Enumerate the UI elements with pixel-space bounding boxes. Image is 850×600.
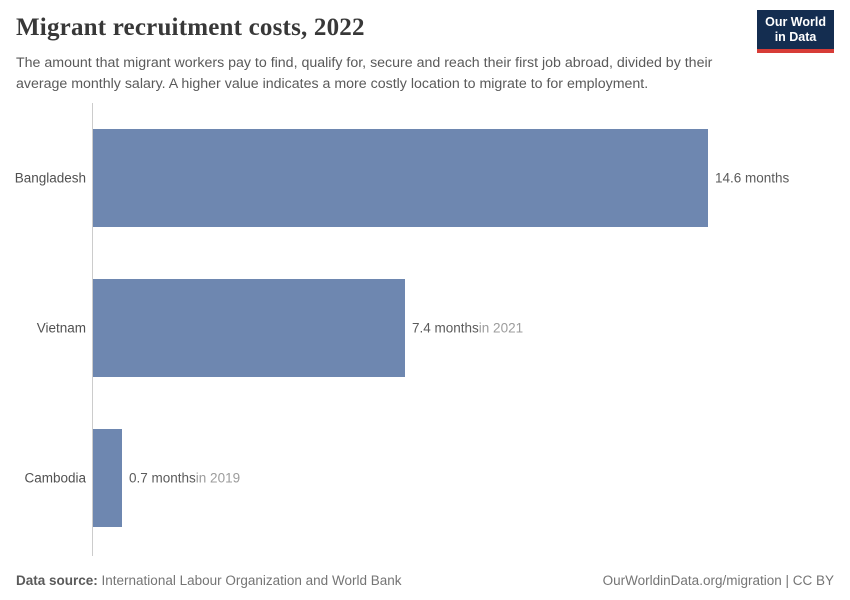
- data-source: Data source: International Labour Organi…: [16, 573, 401, 588]
- bar-row-bangladesh: Bangladesh 14.6 months: [0, 129, 850, 227]
- bar[interactable]: [93, 279, 405, 377]
- value-label: 14.6 months: [715, 171, 789, 186]
- owid-logo-line1: Our World: [765, 15, 826, 29]
- value-text: 14.6 months: [715, 170, 790, 186]
- owid-logo-line2: in Data: [774, 30, 817, 44]
- value-text: 0.7 months: [129, 470, 196, 486]
- owid-url-link[interactable]: OurWorldinData.org/migration | CC BY: [602, 573, 834, 588]
- value-label: 0.7 monthsin 2019: [129, 471, 240, 486]
- chart-subtitle: The amount that migrant workers pay to f…: [16, 53, 776, 95]
- year-note: in 2021: [478, 320, 524, 336]
- plot-area: Bangladesh 14.6 months Vietnam 7.4 month…: [0, 103, 850, 556]
- bar-row-cambodia: Cambodia 0.7 monthsin 2019: [0, 429, 850, 527]
- chart-title: Migrant recruitment costs, 2022: [16, 14, 365, 41]
- category-label: Vietnam: [36, 320, 86, 336]
- data-source-label: Data source:: [16, 573, 98, 588]
- chart-footer: Data source: International Labour Organi…: [16, 573, 834, 588]
- bar[interactable]: [93, 129, 708, 227]
- bar-row-vietnam: Vietnam 7.4 monthsin 2021: [0, 279, 850, 377]
- y-axis-line: [92, 103, 93, 556]
- chart-subtitle-line1: The amount that migrant workers pay to f…: [16, 55, 713, 71]
- data-source-text: International Labour Organization and Wo…: [97, 573, 402, 588]
- value-label: 7.4 monthsin 2021: [412, 321, 523, 336]
- bar[interactable]: [93, 429, 122, 527]
- chart-subtitle-line2: average monthly salary. A higher value i…: [16, 76, 649, 92]
- category-label: Bangladesh: [14, 170, 86, 186]
- category-label: Cambodia: [24, 470, 86, 486]
- owid-logo[interactable]: Our World in Data: [757, 10, 834, 53]
- year-note: in 2019: [195, 470, 241, 486]
- value-text: 7.4 months: [412, 320, 479, 336]
